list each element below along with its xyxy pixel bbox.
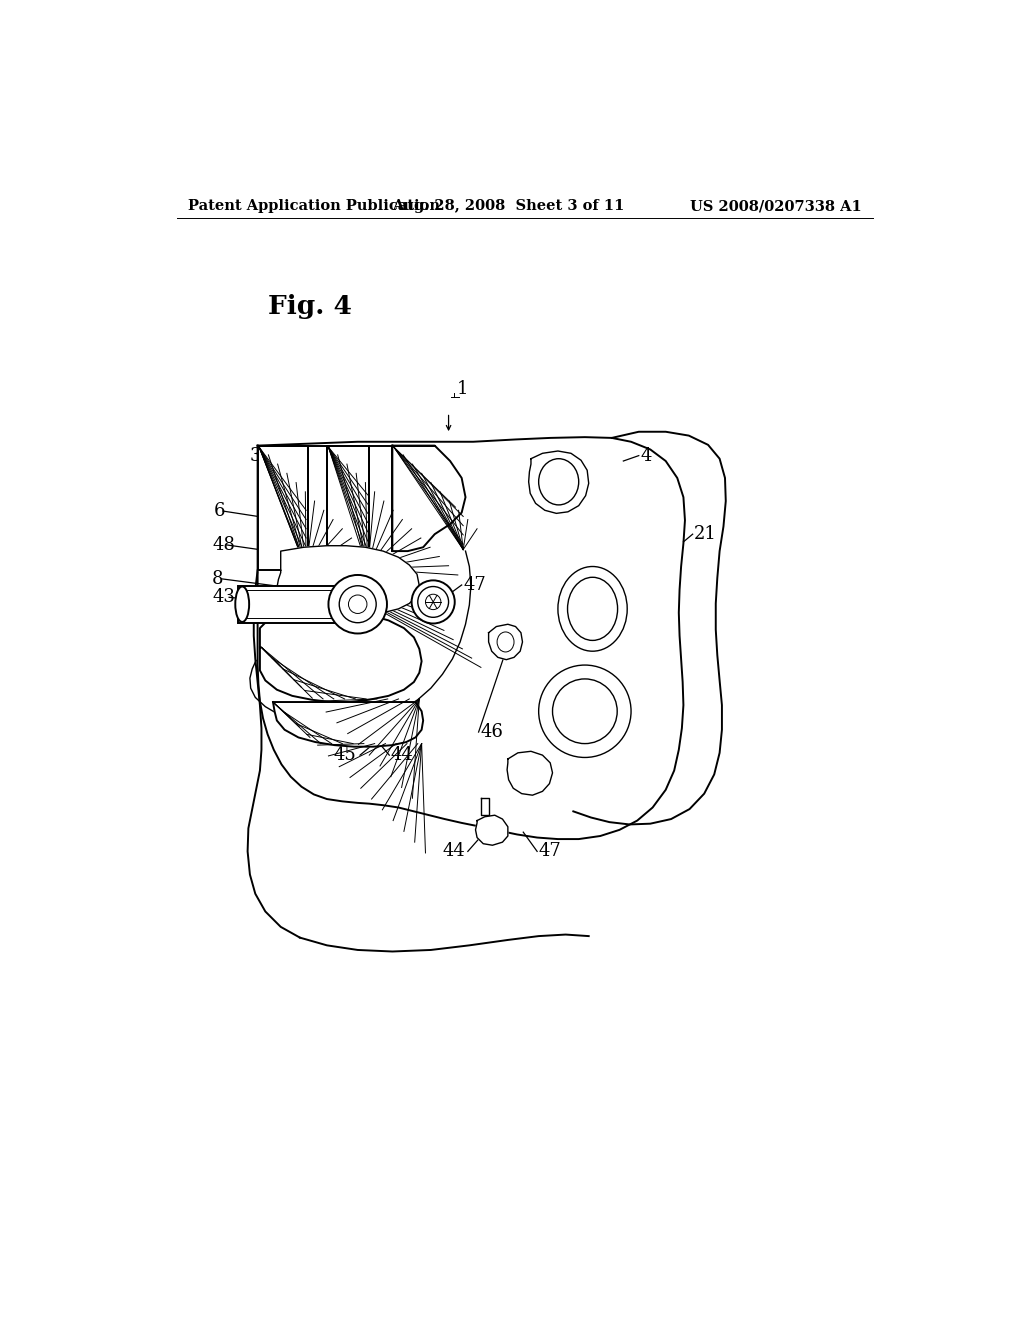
Circle shape	[412, 581, 455, 623]
Text: 6: 6	[214, 502, 225, 520]
Text: Fig. 4: Fig. 4	[267, 294, 351, 318]
Text: 44: 44	[442, 842, 466, 861]
Circle shape	[348, 595, 367, 614]
Polygon shape	[370, 446, 392, 552]
Ellipse shape	[558, 566, 628, 651]
Text: 43: 43	[212, 589, 236, 606]
Circle shape	[329, 576, 387, 634]
Polygon shape	[273, 702, 423, 747]
Text: 48: 48	[212, 536, 236, 554]
Polygon shape	[258, 446, 307, 570]
Polygon shape	[475, 816, 508, 845]
Text: 45: 45	[334, 746, 356, 764]
Ellipse shape	[497, 632, 514, 652]
Polygon shape	[528, 451, 589, 513]
Text: 44: 44	[391, 746, 414, 764]
Ellipse shape	[539, 459, 579, 506]
Polygon shape	[307, 446, 327, 570]
Polygon shape	[488, 624, 522, 660]
Circle shape	[418, 586, 449, 618]
Text: 8: 8	[212, 570, 223, 587]
Polygon shape	[327, 446, 370, 570]
Polygon shape	[392, 446, 466, 552]
Text: 21: 21	[694, 525, 717, 543]
Circle shape	[339, 586, 376, 623]
Polygon shape	[276, 545, 419, 615]
Text: 46: 46	[481, 723, 504, 741]
Ellipse shape	[236, 586, 249, 622]
Text: Patent Application Publication: Patent Application Publication	[188, 199, 440, 213]
Polygon shape	[481, 797, 489, 816]
Polygon shape	[507, 751, 553, 795]
Circle shape	[553, 678, 617, 743]
Text: 3: 3	[250, 447, 261, 466]
Circle shape	[539, 665, 631, 758]
Text: Aug. 28, 2008  Sheet 3 of 11: Aug. 28, 2008 Sheet 3 of 11	[391, 199, 624, 213]
Ellipse shape	[567, 577, 617, 640]
Text: 47: 47	[463, 576, 486, 594]
Polygon shape	[258, 437, 685, 840]
Text: 4: 4	[640, 446, 651, 465]
Text: 47: 47	[539, 842, 561, 861]
Text: 1: 1	[457, 380, 469, 399]
Circle shape	[425, 594, 441, 610]
Bar	[239, 586, 348, 623]
Text: US 2008/0207338 A1: US 2008/0207338 A1	[690, 199, 862, 213]
Polygon shape	[260, 610, 422, 702]
